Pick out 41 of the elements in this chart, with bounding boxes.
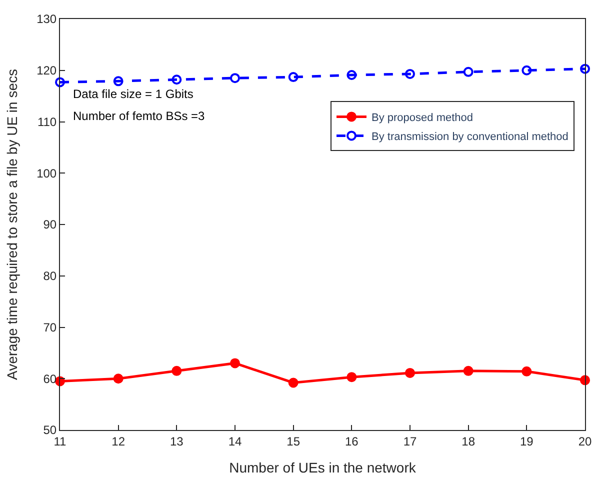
x-tick-label: 17 [403,434,417,448]
x-tick-label: 20 [578,434,592,448]
legend-label: By proposed method [372,112,474,124]
x-tick-label: 13 [170,434,184,448]
point [230,358,240,368]
point [172,366,182,376]
x-tick-label: 16 [344,434,359,448]
x-tick-label: 15 [286,434,300,448]
point [113,374,124,384]
point [346,70,357,80]
y-tick-label: 80 [43,269,57,284]
point [463,366,474,376]
x-tick-label: 12 [112,434,126,448]
point [580,64,590,74]
y-tick-label: 70 [43,320,57,334]
point [405,68,415,79]
point [172,74,182,85]
legend-label: By transmission by conventional method [372,130,568,143]
y-tick-label: 60 [43,372,57,386]
point [288,378,298,388]
x-tick-label: 18 [462,434,476,448]
y-tick-label: 130 [36,12,57,26]
x-tick-label: 19 [520,434,534,448]
annotation: Data file size = 1 Gbits [73,87,194,101]
point [522,366,532,376]
point [522,65,532,76]
y-tick-label: 90 [43,218,57,232]
point [113,76,124,86]
y-axis-title: Average time required to store a file by UE in secs [4,68,20,380]
point [55,77,65,88]
point [288,72,298,82]
y-tick-label: 120 [36,64,57,78]
y-tick-label: 110 [37,114,57,129]
annotation: Number of femto BSs =3 [73,109,206,123]
x-axis-title: Number of UEs in the network [229,460,417,476]
x-tick-label: 14 [228,434,242,448]
point [230,73,240,84]
point [405,368,415,378]
y-tick-label: 100 [36,166,57,180]
point [463,66,474,77]
point [346,372,357,382]
